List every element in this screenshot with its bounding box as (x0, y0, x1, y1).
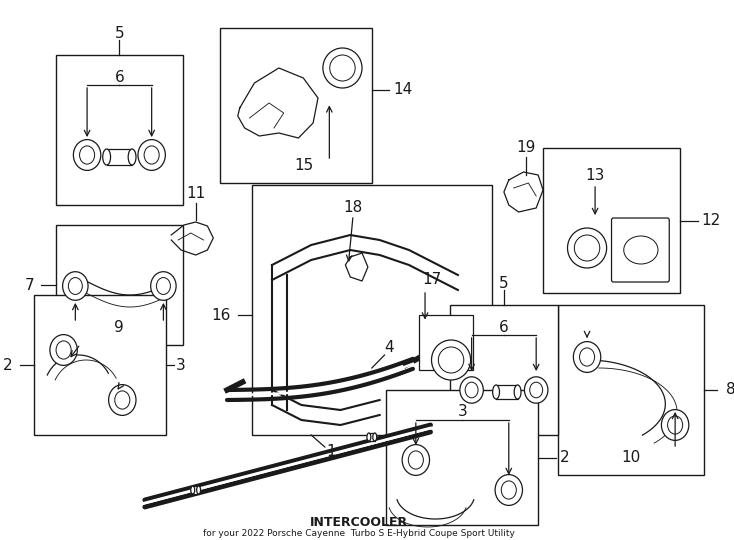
Ellipse shape (373, 433, 377, 441)
Ellipse shape (144, 146, 159, 164)
Text: 5: 5 (115, 25, 124, 40)
Ellipse shape (525, 377, 548, 403)
Ellipse shape (567, 228, 606, 268)
Text: for your 2022 Porsche Cayenne  Turbo S E-Hybrid Coupe Sport Utility: for your 2022 Porsche Cayenne Turbo S E-… (203, 530, 515, 538)
Text: 6: 6 (115, 70, 124, 84)
Bar (34, 295, 167, 435)
Ellipse shape (573, 342, 600, 373)
Bar (369, 433, 375, 441)
Text: 12: 12 (702, 213, 721, 228)
Text: 19: 19 (517, 140, 536, 156)
Bar (252, 185, 493, 435)
Text: 14: 14 (393, 83, 413, 98)
Ellipse shape (197, 486, 200, 494)
Ellipse shape (515, 385, 521, 399)
Text: 11: 11 (186, 186, 206, 200)
Text: 5: 5 (499, 275, 509, 291)
Ellipse shape (465, 382, 478, 398)
Text: 2: 2 (3, 357, 12, 373)
Ellipse shape (62, 272, 88, 300)
Bar (496, 385, 517, 399)
Bar (106, 149, 132, 165)
Ellipse shape (501, 481, 516, 499)
Text: 3: 3 (457, 404, 467, 420)
Text: INTERCOOLER: INTERCOOLER (310, 516, 408, 529)
Bar (220, 28, 372, 183)
Ellipse shape (150, 272, 176, 300)
Bar (450, 305, 558, 435)
Text: 8: 8 (726, 382, 734, 397)
Ellipse shape (367, 433, 371, 441)
Ellipse shape (580, 348, 595, 366)
Ellipse shape (156, 278, 170, 294)
Ellipse shape (103, 149, 111, 165)
Bar (56, 55, 183, 205)
Ellipse shape (56, 341, 71, 359)
Text: 18: 18 (344, 199, 363, 214)
Text: 2: 2 (559, 450, 570, 465)
Bar (56, 225, 183, 345)
Ellipse shape (408, 451, 424, 469)
Ellipse shape (128, 149, 136, 165)
Text: 3: 3 (176, 357, 186, 373)
Bar (558, 305, 705, 475)
Ellipse shape (68, 278, 82, 294)
Ellipse shape (73, 140, 101, 171)
Ellipse shape (330, 55, 355, 81)
Text: 17: 17 (423, 273, 442, 287)
Ellipse shape (323, 48, 362, 88)
FancyBboxPatch shape (611, 218, 669, 282)
Text: 15: 15 (294, 158, 313, 172)
Ellipse shape (191, 486, 195, 494)
Ellipse shape (50, 335, 77, 366)
Ellipse shape (402, 444, 429, 475)
Ellipse shape (661, 410, 688, 441)
Ellipse shape (79, 146, 95, 164)
Ellipse shape (624, 236, 658, 264)
Ellipse shape (109, 384, 136, 415)
Bar (419, 315, 473, 370)
Ellipse shape (495, 475, 523, 505)
Ellipse shape (574, 235, 600, 261)
Bar (193, 486, 199, 494)
Ellipse shape (460, 377, 484, 403)
Text: 1: 1 (326, 444, 335, 460)
Bar (543, 148, 680, 293)
Bar (387, 390, 538, 525)
Text: 7: 7 (25, 278, 34, 293)
Ellipse shape (530, 382, 542, 398)
Text: 4: 4 (385, 341, 394, 355)
Text: 6: 6 (499, 320, 509, 334)
Text: 9: 9 (115, 320, 124, 334)
Ellipse shape (668, 416, 683, 434)
Text: 10: 10 (622, 449, 641, 464)
Ellipse shape (115, 391, 130, 409)
Text: 13: 13 (586, 168, 605, 184)
Ellipse shape (138, 140, 165, 171)
Ellipse shape (432, 340, 470, 380)
Text: 16: 16 (211, 307, 231, 322)
Ellipse shape (493, 385, 500, 399)
Ellipse shape (438, 347, 464, 373)
